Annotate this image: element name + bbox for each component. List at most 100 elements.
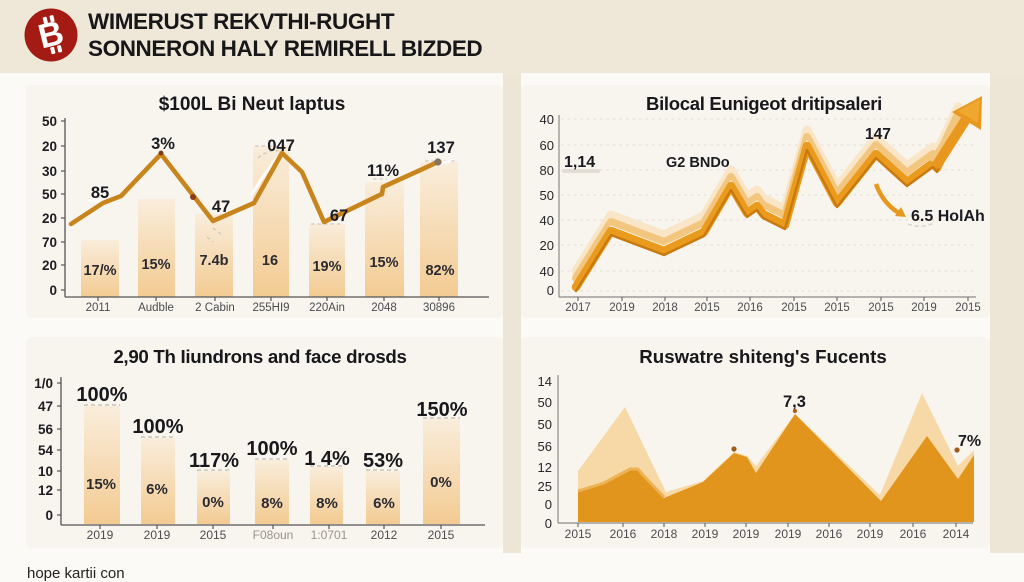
- svg-text:2015: 2015: [565, 527, 592, 541]
- svg-text:6%: 6%: [373, 495, 395, 512]
- svg-text:19%: 19%: [312, 259, 341, 275]
- svg-text:0%: 0%: [202, 494, 224, 511]
- svg-text:220Ain: 220Ain: [309, 302, 345, 314]
- svg-text:2012: 2012: [371, 528, 398, 542]
- svg-text:40: 40: [540, 112, 554, 127]
- svg-text:80: 80: [540, 163, 554, 178]
- svg-text:2 Cabin: 2 Cabin: [195, 302, 235, 314]
- svg-text:0: 0: [545, 516, 552, 531]
- svg-text:50: 50: [538, 395, 552, 410]
- svg-text:2,90 Th Iiundrons and face dro: 2,90 Th Iiundrons and face drosds: [113, 346, 406, 367]
- svg-text:2048: 2048: [371, 302, 397, 314]
- svg-text:8%: 8%: [261, 495, 283, 512]
- svg-text:2019: 2019: [609, 302, 635, 314]
- svg-text:25: 25: [538, 479, 552, 494]
- svg-text:6.5 HolAh: 6.5 HolAh: [911, 208, 985, 225]
- svg-text:255HI9: 255HI9: [252, 302, 289, 314]
- svg-text:0: 0: [547, 283, 554, 298]
- svg-text:1/0: 1/0: [34, 376, 53, 391]
- svg-text:1,14: 1,14: [564, 154, 595, 171]
- svg-text:G2 BNDo: G2 BNDo: [666, 155, 730, 171]
- svg-text:1 4%: 1 4%: [304, 448, 350, 470]
- svg-text:47: 47: [212, 198, 230, 216]
- svg-text:$100L Bi Neut laptus: $100L Bi Neut laptus: [159, 94, 346, 115]
- svg-text:150%: 150%: [416, 399, 467, 421]
- svg-text:2016: 2016: [737, 302, 763, 314]
- svg-text:1:0701: 1:0701: [311, 528, 348, 542]
- svg-text:117%: 117%: [189, 450, 239, 472]
- svg-text:6%: 6%: [146, 481, 168, 498]
- svg-text:2016: 2016: [816, 527, 843, 541]
- svg-text:10: 10: [38, 464, 53, 479]
- svg-text:2015: 2015: [428, 528, 455, 542]
- svg-text:56: 56: [38, 422, 54, 437]
- svg-text:0%: 0%: [430, 474, 452, 491]
- svg-text:53%: 53%: [363, 450, 403, 472]
- svg-text:Ruswatre shiteng's Fucents: Ruswatre shiteng's Fucents: [639, 346, 886, 367]
- svg-text:2019: 2019: [87, 528, 114, 542]
- svg-text:15%: 15%: [141, 257, 170, 273]
- svg-text:2019: 2019: [857, 527, 884, 541]
- svg-text:2015: 2015: [781, 302, 807, 314]
- svg-text:40: 40: [540, 213, 554, 228]
- svg-text:147: 147: [865, 126, 891, 143]
- svg-text:2016: 2016: [900, 527, 927, 541]
- svg-text:3%: 3%: [151, 135, 175, 153]
- svg-text:2019: 2019: [144, 528, 171, 542]
- svg-text:100%: 100%: [246, 438, 297, 460]
- svg-text:2018: 2018: [651, 527, 678, 541]
- svg-text:8%: 8%: [316, 495, 338, 512]
- svg-text:67: 67: [330, 207, 348, 225]
- svg-text:2016: 2016: [610, 527, 637, 541]
- svg-text:2015: 2015: [694, 302, 720, 314]
- svg-text:15%: 15%: [369, 255, 398, 271]
- svg-text:50: 50: [42, 187, 57, 202]
- svg-text:2015: 2015: [200, 528, 227, 542]
- svg-text:40: 40: [540, 264, 554, 279]
- svg-text:50: 50: [42, 114, 57, 129]
- svg-text:2019: 2019: [692, 527, 719, 541]
- svg-text:54: 54: [38, 443, 54, 458]
- svg-text:14: 14: [538, 374, 552, 389]
- svg-text:70: 70: [42, 235, 57, 250]
- svg-text:7.4b: 7.4b: [199, 253, 228, 269]
- svg-text:Bilocal Eunigeot dritipsaleri: Bilocal Eunigeot dritipsaleri: [646, 93, 882, 114]
- svg-text:2019: 2019: [733, 527, 760, 541]
- svg-text:2015: 2015: [868, 302, 894, 314]
- svg-text:30896: 30896: [423, 302, 455, 314]
- svg-text:100%: 100%: [76, 384, 127, 406]
- svg-text:7,3: 7,3: [783, 393, 806, 411]
- svg-text:82%: 82%: [425, 263, 454, 279]
- svg-text:2014: 2014: [943, 527, 970, 541]
- svg-text:20: 20: [42, 211, 57, 226]
- svg-text:20: 20: [540, 238, 554, 253]
- svg-text:Audble: Audble: [138, 302, 174, 314]
- svg-text:2017: 2017: [565, 302, 591, 314]
- svg-text:2018: 2018: [652, 302, 678, 314]
- svg-text:0: 0: [545, 497, 552, 512]
- svg-text:56: 56: [538, 439, 552, 454]
- svg-text:2015: 2015: [824, 302, 850, 314]
- svg-text:15%: 15%: [86, 476, 116, 493]
- svg-text:2019: 2019: [775, 527, 802, 541]
- svg-text:11%: 11%: [367, 162, 399, 180]
- svg-text:2011: 2011: [86, 302, 111, 314]
- svg-text:F08oun: F08oun: [253, 528, 294, 542]
- svg-text:17/%: 17/%: [83, 263, 116, 279]
- svg-text:0: 0: [49, 283, 57, 298]
- svg-text:100%: 100%: [132, 416, 183, 438]
- svg-text:85: 85: [91, 184, 109, 202]
- svg-text:2019: 2019: [911, 302, 937, 314]
- svg-text:16: 16: [262, 253, 278, 269]
- svg-text:0: 0: [45, 508, 53, 523]
- svg-text:47: 47: [38, 399, 53, 414]
- svg-text:60: 60: [540, 138, 554, 153]
- svg-text:12: 12: [538, 460, 552, 475]
- svg-text:20: 20: [42, 139, 57, 154]
- svg-text:047: 047: [267, 137, 295, 155]
- svg-text:30: 30: [42, 164, 57, 179]
- svg-text:50: 50: [538, 417, 552, 432]
- svg-text:20: 20: [42, 258, 57, 273]
- svg-text:50: 50: [540, 188, 554, 203]
- svg-text:7%: 7%: [958, 433, 981, 450]
